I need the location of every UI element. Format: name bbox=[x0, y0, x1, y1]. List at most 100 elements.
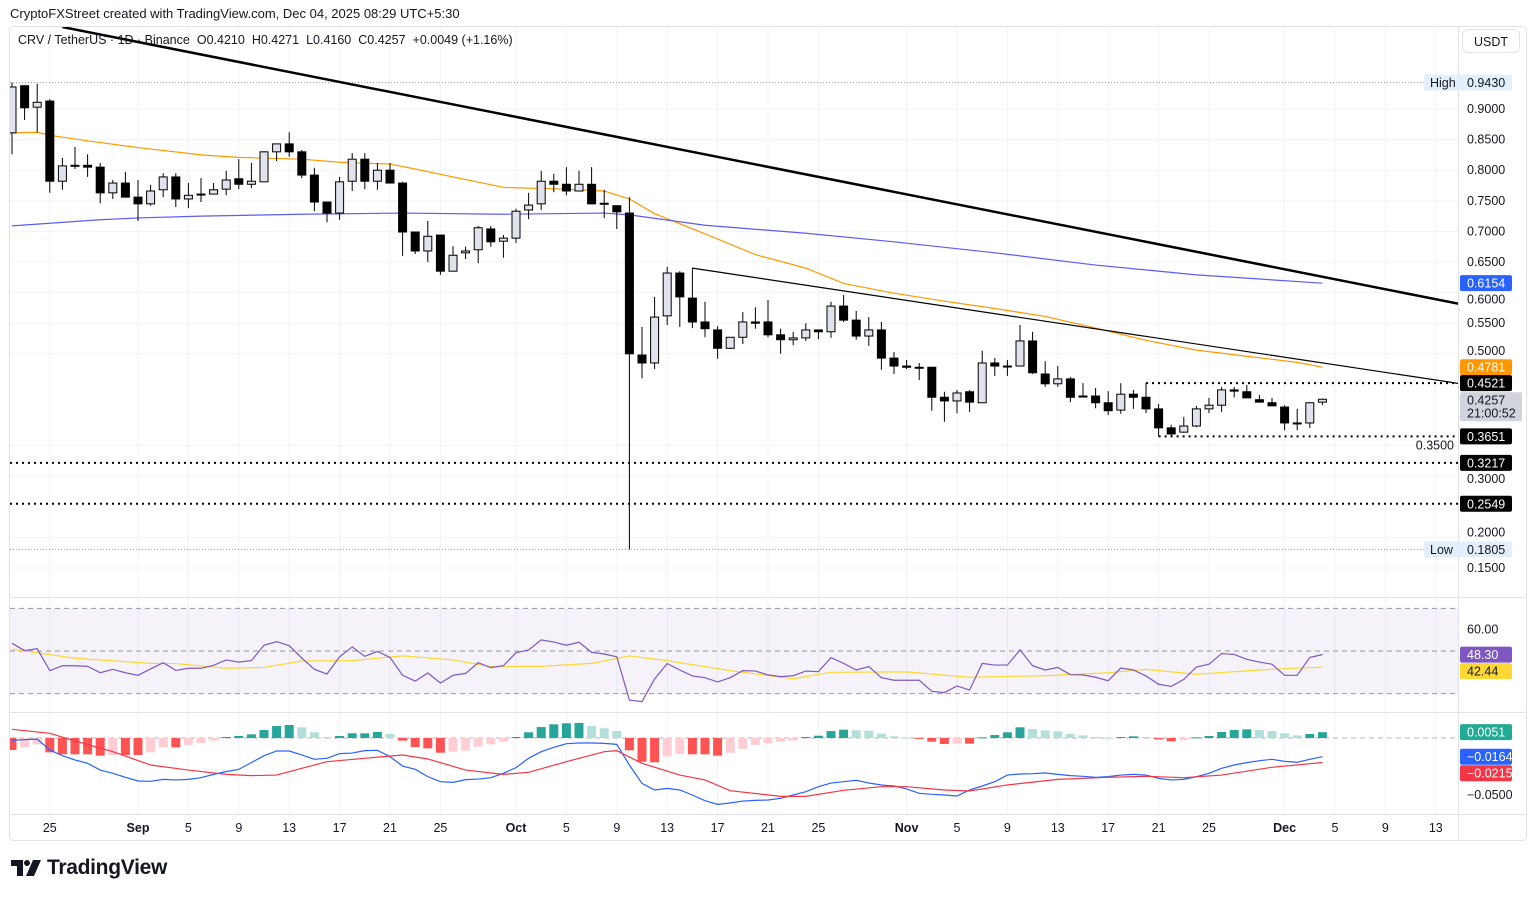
candle[interactable] bbox=[1204, 397, 1214, 414]
candle[interactable] bbox=[1065, 377, 1075, 403]
candle[interactable] bbox=[524, 192, 534, 220]
candle[interactable] bbox=[95, 162, 105, 204]
candle[interactable] bbox=[725, 336, 735, 349]
candle[interactable] bbox=[1166, 424, 1176, 437]
candle[interactable] bbox=[813, 329, 823, 340]
candle[interactable] bbox=[498, 235, 508, 258]
candle[interactable] bbox=[561, 167, 571, 196]
candle[interactable] bbox=[360, 153, 370, 190]
candle[interactable] bbox=[335, 176, 345, 220]
candle[interactable] bbox=[1267, 397, 1277, 407]
candle[interactable] bbox=[209, 183, 219, 195]
symbol-name[interactable]: CRV / TetherUS · 1D · Binance bbox=[18, 33, 190, 47]
candle[interactable] bbox=[763, 299, 773, 338]
candle[interactable] bbox=[1091, 388, 1101, 409]
candle[interactable] bbox=[713, 326, 723, 359]
candle[interactable] bbox=[398, 181, 408, 256]
candle[interactable] bbox=[851, 310, 861, 340]
candle[interactable] bbox=[687, 268, 697, 329]
candle[interactable] bbox=[801, 323, 811, 341]
candle[interactable] bbox=[221, 170, 231, 196]
candle[interactable] bbox=[738, 312, 748, 345]
candle[interactable] bbox=[246, 162, 256, 188]
candle[interactable] bbox=[120, 172, 130, 198]
trendline[interactable] bbox=[692, 267, 1461, 384]
candle[interactable] bbox=[1254, 394, 1264, 403]
symbol-legend[interactable]: CRV / TetherUS · 1D · Binance O0.4210 H0… bbox=[18, 33, 513, 47]
candle[interactable] bbox=[372, 162, 382, 190]
candle[interactable] bbox=[486, 225, 496, 247]
candle[interactable] bbox=[1002, 359, 1012, 376]
candle[interactable] bbox=[927, 366, 937, 411]
rsi-pane[interactable] bbox=[10, 607, 1458, 703]
candle[interactable] bbox=[20, 85, 30, 121]
candle[interactable] bbox=[914, 362, 924, 381]
candle[interactable] bbox=[864, 317, 874, 346]
candle[interactable] bbox=[1154, 403, 1164, 437]
candle[interactable] bbox=[448, 246, 458, 272]
trendline[interactable] bbox=[62, 27, 1461, 305]
candle[interactable] bbox=[536, 170, 546, 210]
tradingview-logo[interactable]: TradingView bbox=[11, 856, 167, 880]
candle[interactable] bbox=[1040, 361, 1050, 387]
candle[interactable] bbox=[1053, 366, 1063, 387]
candle[interactable] bbox=[196, 178, 206, 203]
candle[interactable] bbox=[83, 154, 93, 177]
candle[interactable] bbox=[675, 271, 685, 327]
candle[interactable] bbox=[549, 173, 559, 193]
candle[interactable] bbox=[574, 170, 584, 192]
axes[interactable]: 0.9000 0.8500 0.8000 0.7500 0.7000 0.6500 0.60… bbox=[10, 27, 1526, 840]
candle[interactable] bbox=[347, 153, 357, 192]
candle[interactable] bbox=[423, 220, 433, 262]
candle[interactable] bbox=[171, 173, 181, 207]
candle[interactable] bbox=[108, 179, 118, 199]
macd-line[interactable] bbox=[11, 738, 1323, 805]
candle[interactable] bbox=[889, 351, 899, 374]
candle[interactable] bbox=[1242, 385, 1252, 399]
candle[interactable] bbox=[587, 167, 597, 205]
candle[interactable] bbox=[965, 389, 975, 412]
candle[interactable] bbox=[297, 150, 307, 179]
candle[interactable] bbox=[410, 231, 420, 255]
candle[interactable] bbox=[1015, 325, 1025, 367]
candle[interactable] bbox=[1141, 383, 1151, 414]
candle[interactable] bbox=[1229, 386, 1239, 398]
candle[interactable] bbox=[1179, 416, 1189, 433]
macd-signal-line[interactable] bbox=[11, 728, 1323, 797]
candle[interactable] bbox=[272, 143, 282, 162]
candle[interactable] bbox=[650, 296, 660, 370]
candle[interactable] bbox=[1103, 391, 1113, 415]
candle[interactable] bbox=[612, 205, 622, 229]
rsi-line[interactable] bbox=[11, 639, 1323, 703]
candle[interactable] bbox=[902, 359, 912, 370]
candle[interactable] bbox=[1292, 408, 1302, 431]
candle[interactable] bbox=[322, 201, 332, 223]
candle[interactable] bbox=[8, 82, 17, 155]
candle[interactable] bbox=[158, 173, 168, 198]
candle[interactable] bbox=[1305, 402, 1315, 428]
candle[interactable] bbox=[624, 197, 634, 550]
candle[interactable] bbox=[700, 301, 710, 338]
candle[interactable] bbox=[1116, 383, 1126, 414]
candle[interactable] bbox=[1280, 405, 1290, 431]
candle[interactable] bbox=[750, 307, 760, 329]
candle[interactable] bbox=[57, 157, 67, 190]
candle[interactable] bbox=[1028, 331, 1038, 374]
candle[interactable] bbox=[1317, 398, 1327, 406]
candle[interactable] bbox=[309, 167, 319, 212]
candle[interactable] bbox=[788, 331, 798, 346]
macd-pane[interactable] bbox=[8, 722, 1459, 805]
candle[interactable] bbox=[1128, 389, 1138, 409]
candle[interactable] bbox=[461, 246, 471, 259]
candle[interactable] bbox=[1078, 383, 1088, 398]
candle[interactable] bbox=[234, 159, 244, 190]
candle[interactable] bbox=[45, 99, 55, 193]
candle[interactable] bbox=[435, 234, 445, 275]
candle[interactable] bbox=[826, 301, 836, 338]
candle[interactable] bbox=[637, 326, 647, 379]
candle[interactable] bbox=[259, 151, 269, 183]
candle[interactable] bbox=[32, 83, 42, 133]
candle[interactable] bbox=[385, 162, 395, 184]
candle[interactable] bbox=[839, 295, 849, 322]
